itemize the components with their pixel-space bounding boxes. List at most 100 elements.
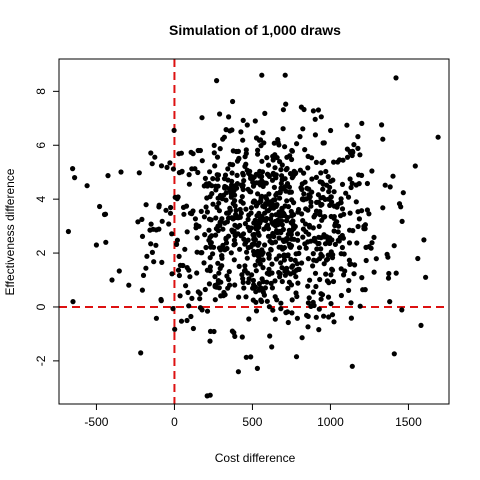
data-point (316, 240, 322, 247)
data-point (210, 176, 216, 182)
data-point (246, 212, 252, 218)
data-point (323, 168, 329, 175)
data-point (308, 203, 314, 209)
data-point (251, 220, 257, 226)
data-point (283, 188, 289, 194)
data-point (171, 127, 177, 133)
data-point (360, 287, 366, 293)
data-point (303, 196, 309, 202)
data-point (259, 276, 265, 282)
data-point (331, 159, 337, 165)
data-point (248, 225, 254, 231)
data-point (278, 306, 284, 312)
data-point (228, 250, 234, 256)
data-point (281, 211, 287, 217)
data-point (208, 217, 214, 223)
data-point (330, 177, 336, 183)
data-point (225, 210, 231, 216)
data-point (234, 181, 240, 187)
data-point (325, 256, 331, 262)
y-tick-label: 8 (34, 88, 48, 95)
data-point (279, 222, 285, 228)
data-point (276, 253, 282, 259)
data-point (274, 230, 280, 236)
data-point (70, 299, 76, 305)
data-point (356, 181, 362, 187)
data-point (329, 199, 335, 205)
data-point (296, 266, 302, 272)
data-point (278, 185, 284, 191)
data-point (256, 240, 262, 246)
data-point (260, 287, 266, 293)
data-point (421, 237, 427, 243)
data-point (135, 219, 141, 225)
data-point (331, 319, 337, 325)
data-point (349, 152, 355, 159)
data-point (351, 271, 357, 277)
data-point (347, 210, 353, 216)
data-point (294, 231, 301, 237)
data-point (212, 274, 218, 280)
data-point (288, 189, 294, 195)
data-point (352, 262, 358, 268)
data-point (207, 169, 213, 175)
data-point (282, 272, 288, 278)
data-point (278, 300, 284, 306)
data-point (338, 200, 344, 206)
data-point (257, 168, 263, 174)
data-point (268, 205, 274, 211)
data-point (244, 255, 250, 261)
data-point (243, 147, 249, 153)
data-point (251, 174, 257, 180)
data-point (387, 184, 393, 190)
data-point (248, 205, 254, 211)
data-point (216, 285, 222, 291)
data-point (356, 216, 362, 222)
data-point (327, 240, 333, 246)
chart-title: Simulation of 1,000 draws (169, 22, 341, 38)
data-point (312, 270, 319, 276)
data-point (266, 266, 272, 272)
data-point (187, 274, 193, 280)
data-point (296, 206, 302, 213)
data-point (237, 206, 243, 213)
data-point (318, 170, 324, 176)
data-point (188, 313, 194, 320)
y-axis-ticks: -2 0 2 4 6 8 (34, 88, 59, 366)
data-point (202, 232, 208, 238)
data-point (236, 294, 242, 300)
data-point (195, 169, 201, 176)
data-point (209, 191, 215, 197)
data-point (230, 98, 236, 105)
data-point (214, 78, 220, 84)
data-point (229, 170, 235, 176)
data-point (332, 222, 338, 229)
data-point (264, 155, 270, 161)
data-point (174, 237, 180, 243)
data-point (348, 300, 354, 306)
data-point (217, 146, 223, 152)
data-point (357, 152, 363, 158)
data-point (232, 232, 238, 238)
data-point (380, 136, 386, 142)
data-point (285, 285, 291, 291)
data-point (214, 154, 221, 160)
data-point (272, 278, 278, 284)
data-point (207, 234, 213, 241)
data-point (259, 174, 265, 180)
data-point (317, 179, 323, 185)
data-point (183, 283, 189, 289)
data-point (311, 257, 317, 263)
data-point (323, 271, 329, 277)
data-point (305, 165, 311, 171)
data-point (345, 194, 352, 200)
data-point (250, 179, 256, 185)
data-point (248, 244, 254, 250)
data-point (328, 272, 334, 278)
data-point (231, 242, 237, 248)
y-axis-label: Effectiveness difference (3, 168, 17, 295)
data-point (227, 282, 233, 288)
data-point (242, 163, 248, 169)
data-point (346, 287, 352, 293)
